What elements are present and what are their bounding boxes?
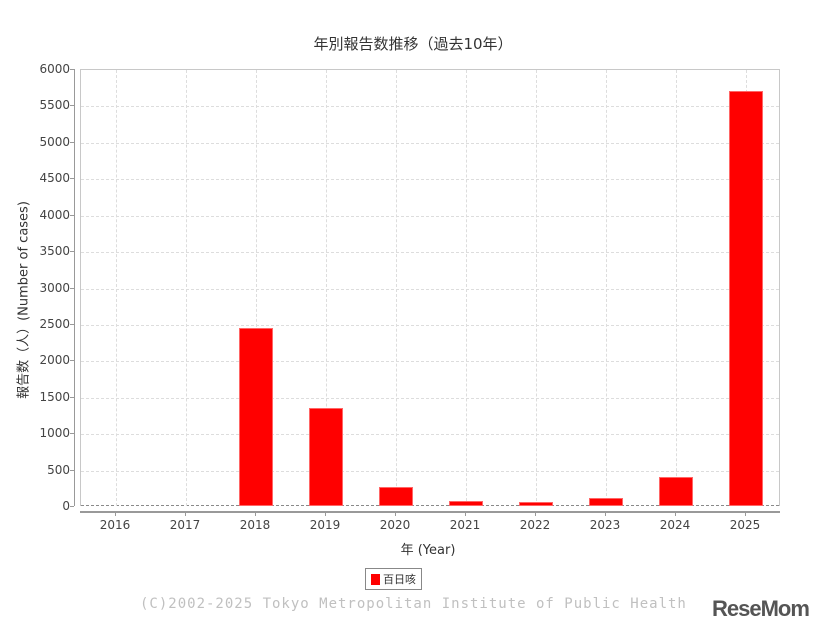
y-tick-label: 3500 <box>39 244 70 259</box>
y-tick-mark <box>70 469 74 471</box>
y-tick-label: 2000 <box>39 353 70 368</box>
bar-2022 <box>518 502 554 506</box>
gridline-horizontal <box>81 361 779 363</box>
x-tick-label: 2023 <box>589 518 621 532</box>
gridline-horizontal <box>81 324 779 326</box>
x-tick-label: 2022 <box>519 518 551 532</box>
x-tick-mark <box>465 512 466 516</box>
legend: 百日咳 <box>365 568 422 590</box>
plot-area <box>80 69 780 506</box>
x-tick-mark <box>115 512 116 516</box>
gridline-horizontal <box>81 288 779 290</box>
bar-2023 <box>588 498 624 506</box>
x-tick-label: 2020 <box>379 518 411 532</box>
gridline-horizontal <box>81 106 779 108</box>
gridline-vertical <box>116 70 117 506</box>
gridline-horizontal <box>81 179 779 181</box>
y-tick-mark <box>70 323 74 325</box>
y-tick-label: 0 <box>62 499 70 513</box>
x-axis-label: 年 (Year) <box>400 543 456 558</box>
gridline-vertical <box>186 70 187 506</box>
bar-2021 <box>448 500 484 506</box>
legend-swatch-icon <box>371 573 380 585</box>
gridline-vertical <box>326 70 327 506</box>
bar-2019 <box>308 407 344 506</box>
bar-2020 <box>378 487 414 506</box>
gridline-vertical <box>606 70 607 506</box>
y-tick-mark <box>70 178 74 180</box>
gridline-horizontal <box>81 434 779 436</box>
y-tick-mark <box>70 433 74 435</box>
y-tick-label: 1000 <box>39 426 70 441</box>
bar-2025 <box>728 90 764 506</box>
x-tick-label: 2024 <box>659 518 691 532</box>
gridline-horizontal <box>81 470 779 472</box>
x-tick-mark <box>535 512 536 516</box>
gridline-vertical <box>396 70 397 506</box>
bar-2018 <box>238 327 274 506</box>
gridline-horizontal <box>81 215 779 217</box>
y-tick-label: 500 <box>47 462 70 477</box>
x-tick-mark <box>675 512 676 516</box>
gridline-vertical <box>466 70 467 506</box>
y-axis-line <box>74 69 75 506</box>
gridline-horizontal <box>81 397 779 399</box>
y-tick-mark <box>70 287 74 289</box>
y-axis-label: 報告数（人）(Number of cases) <box>16 201 32 399</box>
gridline-horizontal <box>81 142 779 144</box>
x-tick-label: 2021 <box>449 518 481 532</box>
y-tick-label: 6000 <box>39 62 70 76</box>
y-tick-label: 1500 <box>39 389 70 404</box>
x-tick-label: 2017 <box>169 518 201 532</box>
chart-title: 年別報告数推移（過去10年） <box>313 35 513 53</box>
x-tick-mark <box>745 512 746 516</box>
x-tick-label: 2019 <box>309 518 341 532</box>
y-tick-label: 2500 <box>39 316 70 331</box>
gridline-vertical <box>676 70 677 506</box>
y-tick-label: 4000 <box>39 207 70 222</box>
x-tick-mark <box>255 512 256 516</box>
brand-logo: ReseMom <box>712 596 810 621</box>
y-tick-label: 5500 <box>39 98 70 113</box>
y-tick-label: 3000 <box>39 280 70 295</box>
legend-label: 百日咳 <box>383 573 416 586</box>
y-tick-mark <box>70 141 74 143</box>
bar-2024 <box>658 476 694 506</box>
y-tick-mark <box>70 251 74 253</box>
zero-baseline <box>81 505 779 506</box>
x-tick-mark <box>605 512 606 516</box>
y-tick-mark <box>70 69 74 70</box>
x-tick-label: 2016 <box>99 518 131 532</box>
x-tick-mark <box>185 512 186 516</box>
x-tick-mark <box>395 512 396 516</box>
x-tick-mark <box>325 512 326 516</box>
y-tick-mark <box>70 396 74 398</box>
y-tick-mark <box>70 360 74 362</box>
y-tick-label: 5000 <box>39 134 70 149</box>
gridline-horizontal <box>81 252 779 254</box>
x-tick-label: 2018 <box>239 518 271 532</box>
y-tick-mark <box>70 506 74 507</box>
gridline-vertical <box>256 70 257 506</box>
y-tick-mark <box>70 105 74 107</box>
x-axis-line <box>80 511 780 513</box>
y-tick-mark <box>70 214 74 216</box>
gridline-vertical <box>536 70 537 506</box>
copyright-text: (C)2002-2025 Tokyo Metropolitan Institut… <box>140 596 687 612</box>
y-tick-label: 4500 <box>39 171 70 186</box>
x-tick-label: 2025 <box>729 518 761 532</box>
